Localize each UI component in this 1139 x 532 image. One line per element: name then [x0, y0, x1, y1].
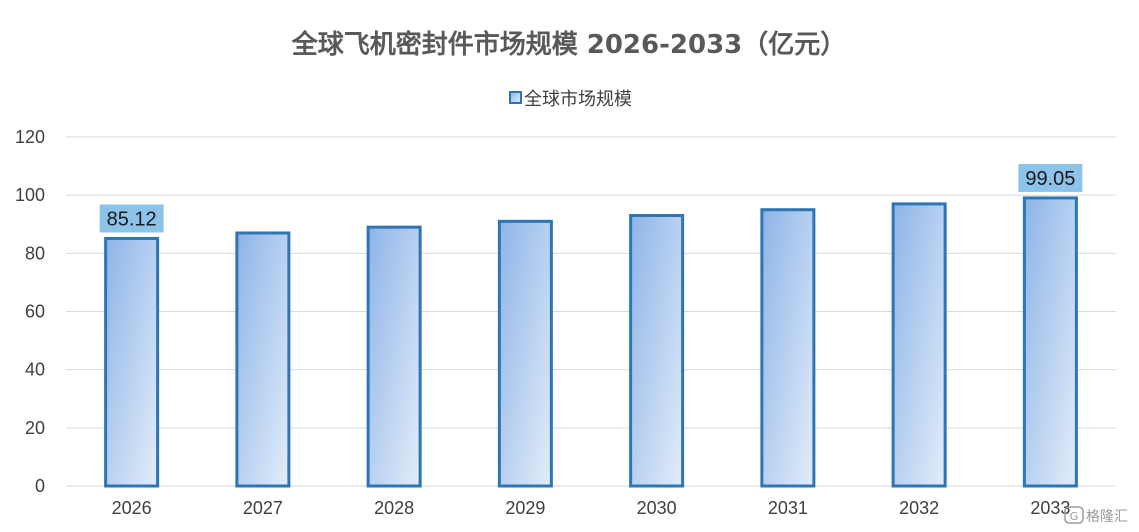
logo-icon: [1064, 506, 1084, 524]
x-tick-label: 2031: [768, 498, 808, 518]
y-tick-label: 40: [25, 360, 45, 380]
bar-2026: [104, 236, 160, 488]
bar-2032: [891, 202, 947, 488]
x-axis: 2026 2027 2028 2029 2030 2031 2032 2033: [112, 498, 1071, 518]
data-label-bg: [99, 204, 164, 233]
x-tick-label: 2029: [505, 498, 545, 518]
y-tick-label: 0: [35, 476, 45, 496]
data-labels: 85.12 99.05: [99, 163, 1083, 233]
x-tick-label: 2033: [1030, 498, 1070, 518]
y-tick-label: 60: [25, 302, 45, 322]
x-tick-label: 2030: [637, 498, 677, 518]
bars: [104, 196, 1078, 488]
x-tick-label: 2028: [374, 498, 414, 518]
bar-2033: [1022, 196, 1078, 488]
legend-label: 全球市场规模: [524, 89, 632, 110]
chart-title: 全球飞机密封件市场规模 2026-2033（亿元）: [291, 29, 847, 60]
bar-2031: [760, 208, 816, 488]
bar-2030: [629, 214, 685, 488]
watermark-text: 格隆汇: [1086, 509, 1128, 525]
y-tick-label: 100: [15, 185, 45, 205]
x-tick-label: 2032: [899, 498, 939, 518]
y-tick-label: 80: [25, 243, 45, 263]
data-label-2033: 99.05: [1025, 168, 1075, 190]
grid-lines: [66, 136, 1116, 487]
data-label-2026: 85.12: [107, 208, 157, 230]
y-axis: 0 20 40 60 80 100 120: [15, 127, 45, 496]
bar-2029: [497, 219, 553, 488]
legend: 全球市场规模: [509, 89, 632, 110]
y-tick-label: 120: [15, 127, 45, 147]
data-label-bg: [1018, 163, 1083, 192]
bar-2028: [366, 225, 422, 488]
x-tick-label: 2027: [243, 498, 283, 518]
legend-swatch: [509, 91, 522, 104]
x-tick-label: 2026: [112, 498, 152, 518]
watermark: G 格隆汇: [1064, 506, 1128, 525]
logo-icon-glyph: G: [1070, 510, 1079, 523]
y-tick-label: 20: [25, 418, 45, 438]
bar-2027: [235, 231, 291, 488]
